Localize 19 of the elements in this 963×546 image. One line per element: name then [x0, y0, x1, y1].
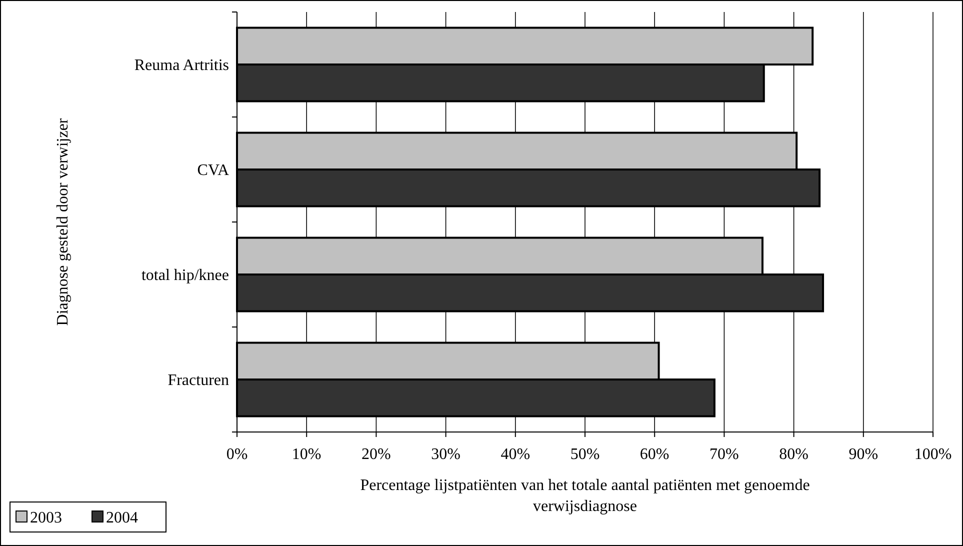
x-tick-label: 0%	[226, 446, 248, 463]
y-axis-title: Diagnose gesteld door verwijzer	[54, 118, 72, 326]
x-tick-label: 80%	[779, 446, 808, 463]
x-axis-title: Percentage lijstpatiënten van het totale aantal patiënten met genoemde verwijsdiagnose	[360, 477, 810, 515]
x-tick-label: 60%	[640, 446, 670, 463]
legend-label: 2004	[106, 510, 138, 527]
x-tick-label: 20%	[362, 446, 391, 463]
x-tick-label: 50%	[570, 446, 600, 463]
x-tick-label: 100%	[914, 446, 952, 463]
x-tick-label: 10%	[292, 446, 322, 463]
x-tick-label: 40%	[500, 446, 530, 463]
x-tick-label: 30%	[431, 446, 460, 463]
y-tick-label: Reuma Artritis	[134, 57, 229, 74]
legend-label: 2003	[30, 510, 62, 527]
x-tick-label: 90%	[848, 446, 878, 463]
y-tick-label: CVA	[197, 162, 230, 180]
y-tick-label: Fracturen	[168, 372, 229, 390]
x-tick-label: 70%	[710, 446, 739, 463]
y-tick-label: total hip/knee	[141, 267, 229, 284]
